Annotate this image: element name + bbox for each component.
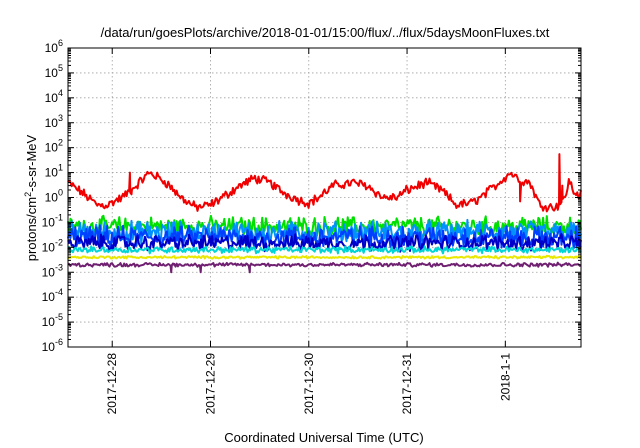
y-tick-exponent: -3 [55, 262, 63, 272]
y-tick-exponent: -4 [55, 287, 63, 297]
x-tick-label: 2017-12-30 [302, 353, 316, 415]
y-tick-base: 10 [42, 265, 56, 279]
y-tick-base: 10 [45, 166, 59, 180]
y-tick-base: 10 [42, 215, 56, 229]
x-tick-label: 2018-1-1 [498, 353, 512, 401]
y-tick-label: 10-4 [42, 287, 63, 304]
y-tick-label: 105 [45, 63, 63, 80]
y-tick-exponent: 1 [58, 163, 63, 173]
y-tick-exponent: -5 [55, 312, 63, 322]
y-tick-label: 104 [45, 88, 63, 105]
y-tick-base: 10 [45, 191, 59, 205]
y-tick-base: 10 [42, 240, 56, 254]
y-axis-label-sup: 2 [23, 192, 33, 197]
y-tick-exponent: 2 [58, 138, 63, 148]
y-tick-base: 10 [42, 290, 56, 304]
y-tick-base: 10 [42, 315, 56, 329]
grid [68, 48, 581, 347]
x-tick-label: 2017-12-28 [105, 353, 119, 415]
series-layer [67, 153, 582, 274]
y-axis: 10-610-510-410-310-210-11001011021031041… [42, 38, 581, 354]
x-axis-label: Coordinated Universal Time (UTC) [224, 430, 423, 445]
series-line-1 [67, 214, 582, 239]
series-line-4 [67, 233, 582, 253]
series-line-5 [67, 245, 582, 255]
y-tick-label: 101 [45, 163, 63, 180]
y-tick-base: 10 [45, 41, 59, 55]
y-tick-base: 10 [45, 66, 59, 80]
chart-title: /data/run/goesPlots/archive/2018-01-01/1… [101, 25, 550, 40]
x-tick-label: 2017-12-31 [400, 353, 414, 415]
y-tick-label: 10-1 [42, 212, 63, 229]
y-tick-exponent: 0 [58, 188, 63, 198]
y-tick-exponent: 3 [58, 113, 63, 123]
y-tick-exponent: -2 [55, 237, 63, 247]
y-tick-exponent: 6 [58, 38, 63, 48]
y-tick-base: 10 [45, 116, 59, 130]
x-tick-label: 2017-12-29 [204, 353, 218, 415]
y-tick-label: 106 [45, 38, 63, 55]
y-axis-label-rest: -s-sr-MeV [24, 134, 39, 191]
series-line-6 [67, 254, 582, 260]
y-tick-label: 103 [45, 113, 63, 130]
y-tick-label: 10-6 [42, 337, 63, 354]
y-tick-exponent: 4 [58, 88, 63, 98]
series-line-0 [67, 153, 582, 213]
y-tick-base: 10 [45, 91, 59, 105]
y-tick-exponent: 5 [58, 63, 63, 73]
y-tick-label: 10-2 [42, 237, 63, 254]
y-axis-label: protons/cm2-s-sr-MeV [23, 134, 39, 261]
y-tick-label: 100 [45, 188, 63, 205]
y-tick-exponent: -1 [55, 212, 63, 222]
series-line-7 [67, 261, 582, 274]
x-axis: 2017-12-28 2017-12-29 2017-12-30 2017-12-31… [105, 48, 512, 414]
y-axis-label-base: protons/cm [24, 197, 39, 261]
series-line-2 [67, 218, 582, 246]
y-tick-base: 10 [45, 141, 59, 155]
y-tick-base: 10 [42, 340, 56, 354]
y-tick-label: 10-3 [42, 262, 63, 279]
y-tick-label: 10-5 [42, 312, 63, 329]
y-tick-label: 102 [45, 138, 63, 155]
y-tick-exponent: -6 [55, 337, 63, 347]
